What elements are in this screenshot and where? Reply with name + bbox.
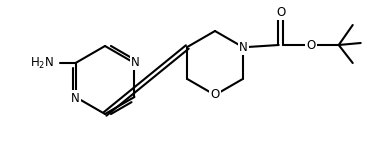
Text: H$_2$N: H$_2$N — [30, 56, 55, 71]
Text: N: N — [239, 41, 248, 53]
Text: N: N — [71, 91, 80, 104]
Text: O: O — [210, 89, 220, 102]
Text: N: N — [131, 56, 140, 69]
Text: O: O — [276, 5, 285, 18]
Text: O: O — [306, 38, 315, 52]
